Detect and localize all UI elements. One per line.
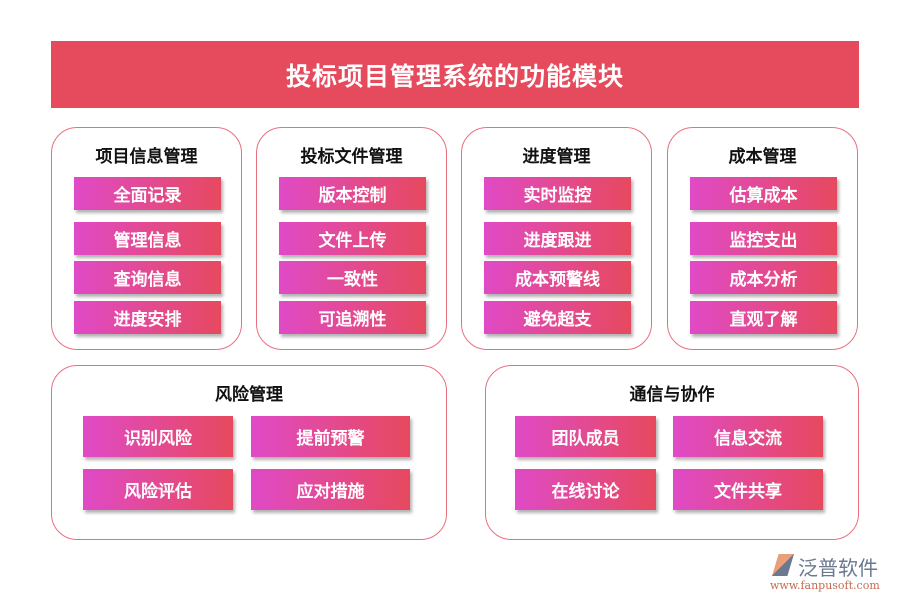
feature-item: 识别风险 xyxy=(83,416,233,457)
feature-item: 团队成员 xyxy=(515,416,656,457)
feature-item: 管理信息 xyxy=(74,222,221,255)
module-title: 成本管理 xyxy=(728,147,797,167)
module-box: 成本管理估算成本监控支出成本分析直观了解 xyxy=(667,127,858,350)
logo-name: 泛普软件 xyxy=(798,556,878,580)
module-box: 投标文件管理版本控制文件上传一致性可追溯性 xyxy=(256,127,447,350)
feature-item: 查询信息 xyxy=(74,261,221,294)
feature-item: 成本预警线 xyxy=(484,261,631,294)
module-box: 风险管理识别风险 提前预警 风险评估 应对措施 xyxy=(51,365,447,540)
feature-item: 直观了解 xyxy=(690,301,837,334)
feature-item: 进度跟进 xyxy=(484,222,631,255)
page-title: 投标项目管理系统的功能模块 xyxy=(51,41,859,108)
feature-item: 一致性 xyxy=(279,261,426,294)
feature-item: 在线讨论 xyxy=(515,469,656,510)
feature-item: 文件上传 xyxy=(279,222,426,255)
feature-item: 风险评估 xyxy=(83,469,233,510)
module-box: 进度管理实时监控进度跟进成本预警线避免超支 xyxy=(461,127,652,350)
feature-item: 实时监控 xyxy=(484,177,631,210)
feature-item: 应对措施 xyxy=(251,469,410,510)
module-box: 通信与协作团队成员 信息交流 在线讨论 文件共享 xyxy=(485,365,859,540)
module-title: 项目信息管理 xyxy=(95,147,198,167)
module-title: 风险管理 xyxy=(215,385,283,405)
feature-item: 全面记录 xyxy=(74,177,221,210)
feature-item: 进度安排 xyxy=(74,301,221,334)
feature-item: 成本分析 xyxy=(690,261,837,294)
module-title: 通信与协作 xyxy=(629,385,715,405)
module-title: 进度管理 xyxy=(522,147,591,167)
module-box: 项目信息管理全面记录管理信息查询信息进度安排 xyxy=(51,127,242,350)
feature-item: 信息交流 xyxy=(673,416,823,457)
feature-item: 可追溯性 xyxy=(279,301,426,334)
feature-item: 监控支出 xyxy=(690,222,837,255)
feature-item: 文件共享 xyxy=(673,469,823,510)
feature-item: 估算成本 xyxy=(690,177,837,210)
logo: 泛普软件 www.fanpusoft.com xyxy=(770,552,895,596)
logo-url: www.fanpusoft.com xyxy=(770,579,880,592)
logo-mark-icon xyxy=(772,554,794,576)
feature-item: 版本控制 xyxy=(279,177,426,210)
feature-item: 提前预警 xyxy=(251,416,410,457)
module-title: 投标文件管理 xyxy=(300,147,403,167)
feature-item: 避免超支 xyxy=(484,301,631,334)
